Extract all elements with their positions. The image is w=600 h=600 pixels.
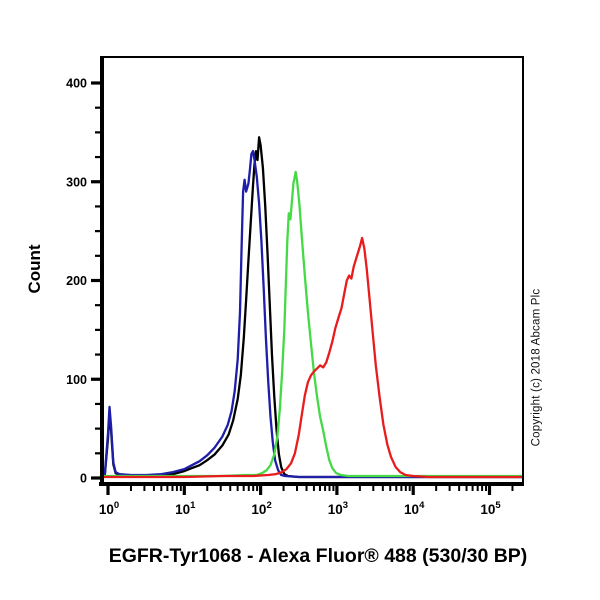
axis-tick-labels: 0 100 200 300 400 100 101 102 103 104 105 (66, 77, 501, 518)
series-green-curve (99, 170, 524, 478)
copyright-notice: Copyright (c) 2018 Abcam Plc (530, 288, 543, 447)
y-axis-tick-label: 400 (66, 77, 87, 91)
series-curves (99, 136, 524, 479)
plot-frame (99, 56, 524, 486)
x-axis-tick-label: 102 (251, 500, 271, 517)
series-blue-curve (99, 149, 524, 479)
y-axis-tick-label: 300 (66, 175, 87, 189)
y-axis-tick-label: 200 (66, 274, 87, 288)
x-axis-tick-label: 103 (328, 500, 348, 517)
x-axis-tick-label: 101 (175, 500, 196, 517)
chart-title: EGFR-Tyr1068 - Alexa Fluor® 488 (530/30 … (108, 545, 528, 567)
x-axis-tick-label: 105 (480, 500, 501, 517)
y-axis-tick-label: 0 (80, 472, 87, 486)
series-black-curve (99, 136, 524, 479)
x-axis-tick-label: 100 (99, 500, 119, 517)
series-red-curve (99, 236, 524, 479)
y-axis-tick-label: 100 (66, 373, 87, 387)
x-axis-tick-label: 104 (404, 500, 425, 517)
axis-ticks (91, 81, 514, 495)
y-axis-label: Count (25, 244, 44, 294)
